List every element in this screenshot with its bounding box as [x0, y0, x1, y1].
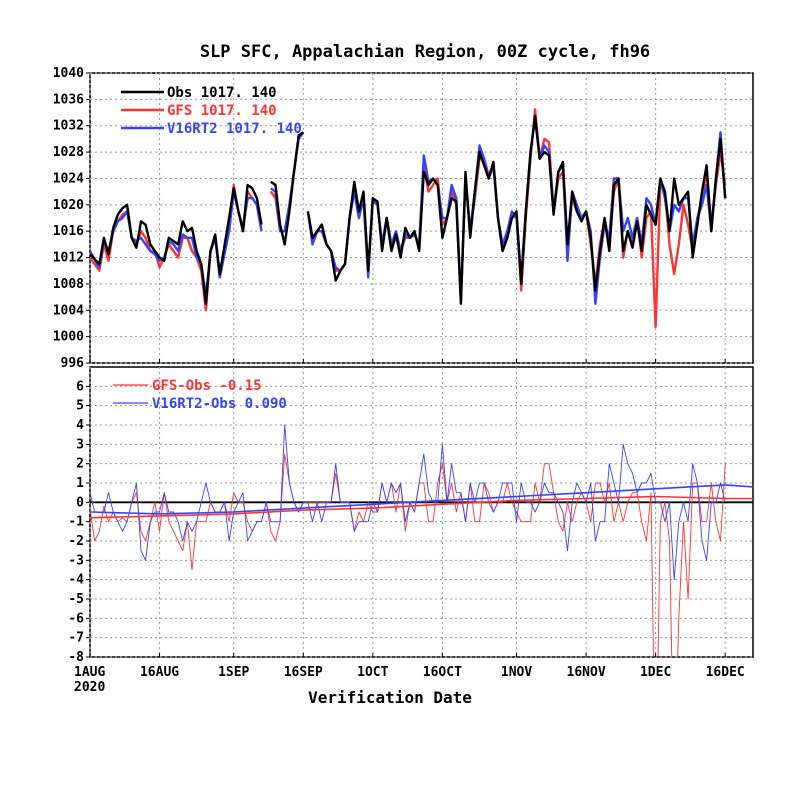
y-tick-label: -8: [68, 650, 84, 665]
y-tick-label: 1040: [53, 66, 84, 81]
y-tick-label: -6: [68, 611, 84, 626]
y-tick-label: 1012: [53, 251, 84, 266]
series-gfs-obs-line: [90, 453, 726, 657]
y-tick-label: 1032: [53, 119, 84, 134]
y-tick-label: 1004: [53, 303, 84, 318]
y-tick-label: -7: [68, 631, 84, 646]
y-tick-label: -3: [68, 553, 84, 568]
y-tick-label: 4: [76, 418, 84, 433]
series-obs-line: [90, 183, 263, 305]
series-v16rt2-obs-line: [90, 424, 726, 581]
series-obs-line: [270, 131, 304, 246]
x-axis-label: Verification Date: [308, 688, 472, 707]
plot-frame: [89, 366, 754, 658]
y-tick-label: -5: [68, 592, 84, 607]
x-tick-label: 1OCT: [357, 665, 388, 680]
y-tick-label: -2: [68, 534, 84, 549]
x-tick-label: 16SEP: [284, 665, 323, 680]
top-panel: 996 1000 1004 1008 1012 1016 1020 1024 1028 1032 1…: [53, 66, 754, 371]
y-tick-label: 0: [76, 495, 84, 510]
chart-title: SLP SFC, Appalachian Region, 00Z cycle, …: [200, 42, 650, 62]
bottom-series-group: [90, 424, 753, 657]
y-tick-label: 1024: [53, 171, 84, 186]
y-tick-label: 1028: [53, 145, 84, 160]
x-tick-label: 16OCT: [423, 665, 462, 680]
series-gfs-obs-mean: [90, 495, 753, 519]
y-tick-label: -1: [68, 515, 84, 530]
y-tick-label: -4: [68, 573, 84, 588]
x-tick-label: 1SEP: [218, 665, 249, 680]
y-tick-label: 996: [61, 356, 85, 371]
bottom-panel: -8 -7 -6 -5 -4 -3 -2 -1 0 1 2 3 4 5 6 1AUG 16AUG 1SEP 16SE…: [68, 366, 754, 680]
y-tick-label: 1000: [53, 330, 84, 345]
y-tick-label: 3: [76, 437, 84, 452]
x-tick-label: 16DEC: [706, 665, 745, 680]
legend-label-gfs-obs: GFS-Obs -0.15: [152, 378, 262, 394]
top-series-group: [90, 108, 727, 328]
y-tick-label: 1036: [53, 92, 84, 107]
x-tick-label: 1DEC: [640, 665, 671, 680]
y-tick-label: 2: [76, 457, 84, 472]
legend-label-v16rt2: V16RT2 1017. 140: [167, 121, 302, 137]
x-tick-label: 1NOV: [501, 665, 532, 680]
year-label: 2020: [74, 680, 105, 695]
x-tick-label: 1AUG: [74, 665, 105, 680]
y-tick-label: 6: [76, 379, 84, 394]
x-tick-label: 16NOV: [567, 665, 606, 680]
y-tick-label: 1020: [53, 198, 84, 213]
legend-label-v16rt2-obs: V16RT2-Obs 0.090: [152, 396, 287, 412]
y-tick-label: 1016: [53, 224, 84, 239]
series-obs-line: [306, 114, 727, 305]
legend-label-gfs: GFS 1017. 140: [167, 103, 277, 119]
y-tick-label: 1: [76, 476, 84, 491]
series-v16rt2-obs-mean: [90, 484, 753, 515]
x-tick-label: 16AUG: [140, 665, 179, 680]
y-tick-label: 5: [76, 399, 84, 414]
y-tick-label: 1008: [53, 277, 84, 292]
legend-label-obs: Obs 1017. 140: [167, 85, 277, 101]
